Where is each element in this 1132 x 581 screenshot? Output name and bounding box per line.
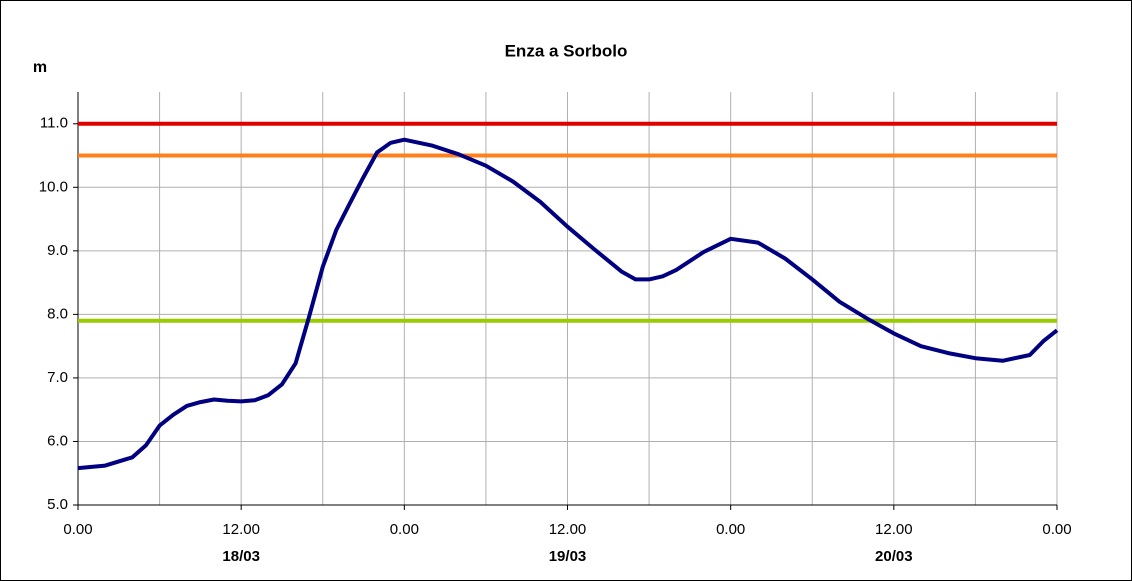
y-tick-label: 9.0	[47, 242, 68, 259]
x-tick-label: 0.00	[390, 521, 419, 538]
y-axis-label: m	[33, 59, 47, 76]
x-tick-label: 12.00	[222, 521, 260, 538]
x-tick-label: 0.00	[1042, 521, 1071, 538]
x-tick-label: 12.00	[875, 521, 913, 538]
x-tick-label: 0.00	[63, 521, 92, 538]
x-group-label: 18/03	[222, 548, 260, 565]
x-tick-label: 0.00	[716, 521, 745, 538]
y-tick-label: 8.0	[47, 305, 68, 322]
y-tick-label: 11.0	[40, 115, 68, 132]
chart-title: Enza a Sorbolo	[505, 41, 628, 60]
y-tick-label: 6.0	[47, 432, 68, 449]
data-line	[77, 137, 1059, 471]
x-tick-label: 12.00	[549, 521, 587, 538]
y-tick-label: 5.0	[47, 496, 68, 513]
y-tick-label: 10.0	[39, 178, 68, 195]
x-group-label: 20/03	[875, 548, 913, 565]
x-group-label: 19/03	[549, 548, 587, 565]
y-tick-label: 7.0	[47, 369, 68, 386]
